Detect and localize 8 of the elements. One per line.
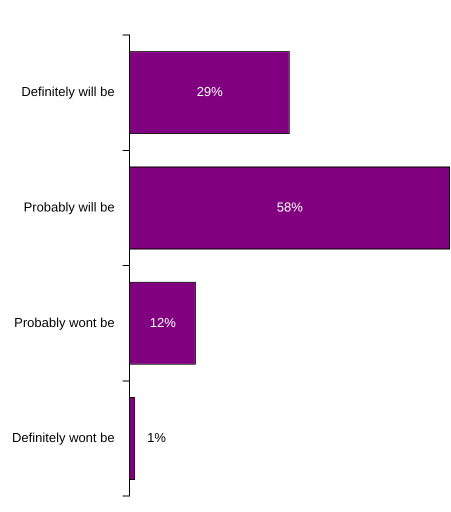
y-tick-label: Probably wont be — [14, 314, 115, 330]
data-label: 12% — [150, 314, 176, 330]
y-tick-label: Definitely will be — [21, 84, 115, 100]
y-tick-label: Probably will be — [24, 200, 115, 215]
y-tick-label: Definitely wont be — [12, 430, 115, 446]
data-label: 29% — [196, 84, 224, 100]
data-label: 1% — [147, 430, 166, 446]
data-label: 58% — [276, 200, 304, 215]
